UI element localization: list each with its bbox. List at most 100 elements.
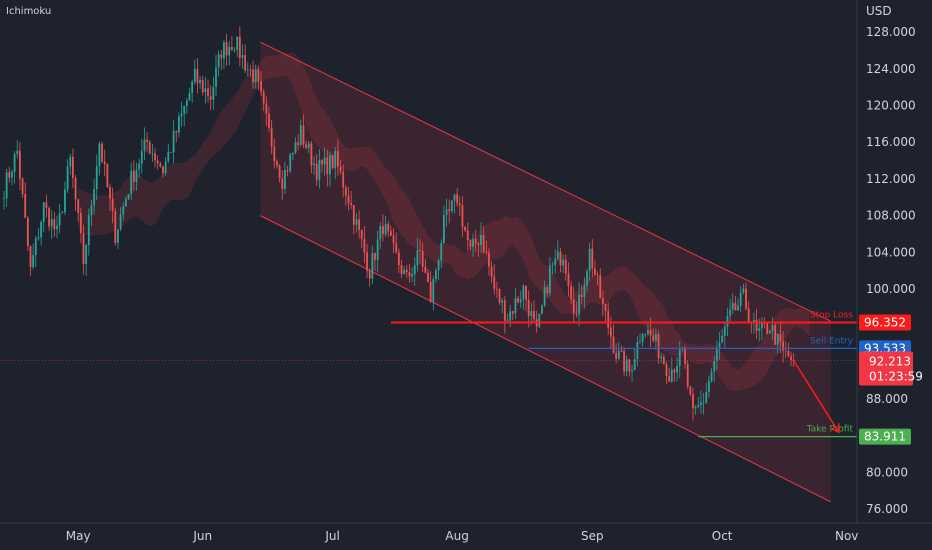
candle-body bbox=[254, 69, 257, 83]
indicator-legend[interactable]: Ichimoku bbox=[6, 6, 52, 17]
candle-body bbox=[390, 231, 392, 236]
candle-body bbox=[315, 163, 318, 180]
candle-body bbox=[21, 178, 24, 195]
candle-body bbox=[16, 150, 19, 155]
forecast-arrow-line[interactable] bbox=[793, 360, 840, 433]
candle-body bbox=[167, 152, 170, 162]
candle-body bbox=[734, 303, 737, 311]
candle-body bbox=[143, 139, 146, 152]
level-annotation: Sell Entry bbox=[810, 336, 854, 346]
candle-body bbox=[175, 130, 178, 133]
candle-body bbox=[228, 46, 231, 56]
candle-body bbox=[413, 265, 416, 275]
candle-body bbox=[395, 243, 398, 253]
time-tick-label: Aug bbox=[445, 529, 468, 543]
candle-body bbox=[233, 49, 236, 51]
candle-body bbox=[607, 311, 610, 328]
candle-body bbox=[236, 36, 239, 50]
candle-body bbox=[40, 221, 42, 238]
candle-body bbox=[289, 154, 292, 172]
candle-body bbox=[612, 336, 615, 353]
candle-body bbox=[488, 252, 490, 267]
level-annotation: Stop Loss bbox=[810, 310, 853, 320]
candle-body bbox=[392, 235, 395, 244]
level-price-tag-bg bbox=[859, 314, 911, 331]
candle-body bbox=[125, 198, 127, 207]
candle-body bbox=[241, 55, 244, 58]
candle-body bbox=[655, 334, 657, 341]
candle-body bbox=[567, 273, 570, 286]
price-tick-label: 116.000 bbox=[866, 135, 916, 149]
candle-body bbox=[246, 69, 249, 71]
candle-body bbox=[164, 161, 167, 174]
candle-body bbox=[551, 264, 554, 266]
candle-body bbox=[792, 359, 795, 361]
price-tick-label: 120.000 bbox=[866, 99, 916, 113]
candle-body bbox=[355, 219, 358, 225]
candle-body bbox=[623, 351, 625, 372]
candle-body bbox=[556, 251, 559, 259]
candle-body bbox=[135, 169, 138, 182]
candle-body bbox=[636, 342, 639, 360]
candle-body bbox=[723, 326, 726, 336]
candle-body bbox=[132, 170, 135, 182]
candle-body bbox=[700, 402, 702, 406]
level-price-tag[interactable]: 96.352 bbox=[859, 314, 911, 331]
candle-body bbox=[220, 54, 223, 59]
descending-channel[interactable] bbox=[260, 41, 832, 503]
candle-body bbox=[784, 350, 787, 352]
candle-body bbox=[199, 79, 201, 84]
candle-body bbox=[543, 287, 546, 306]
candle-body bbox=[238, 36, 241, 58]
candle-body bbox=[705, 391, 708, 403]
candle-body bbox=[24, 194, 27, 218]
candle-body bbox=[615, 352, 618, 359]
candle-body bbox=[710, 371, 713, 381]
channel-upper-line[interactable] bbox=[260, 41, 832, 322]
candle-body bbox=[286, 170, 289, 172]
candle-body bbox=[72, 156, 74, 178]
candle-body bbox=[588, 248, 591, 272]
level-price-tag[interactable]: 83.911 bbox=[859, 428, 911, 445]
candle-body bbox=[162, 166, 164, 174]
candle-body bbox=[652, 335, 655, 341]
price-tick-label: 100.000 bbox=[866, 282, 916, 296]
candle-body bbox=[708, 380, 710, 392]
candle-body bbox=[34, 238, 37, 256]
candle-body bbox=[647, 330, 649, 334]
current-price-value: 92.213 bbox=[869, 354, 911, 368]
candle-body bbox=[29, 245, 32, 267]
candle-body bbox=[660, 356, 663, 359]
candle-body bbox=[154, 153, 156, 161]
candle-body bbox=[262, 92, 265, 104]
candle-body bbox=[265, 103, 268, 114]
candle-body bbox=[196, 69, 199, 84]
candle-body bbox=[538, 313, 541, 327]
candle-body bbox=[119, 214, 122, 230]
candle-body bbox=[678, 348, 681, 366]
candle-body bbox=[519, 298, 522, 303]
candle-body bbox=[464, 226, 466, 231]
candle-body bbox=[694, 406, 697, 409]
candle-body bbox=[448, 209, 451, 212]
channel-lower-line[interactable] bbox=[260, 215, 832, 503]
candle-body bbox=[580, 294, 583, 298]
candle-body bbox=[649, 330, 652, 336]
candle-body bbox=[140, 151, 143, 164]
candle-body bbox=[281, 178, 284, 189]
candle-body bbox=[217, 54, 220, 68]
candle-body bbox=[461, 205, 464, 227]
candle-body bbox=[318, 160, 321, 180]
candle-body bbox=[713, 361, 716, 372]
candle-body bbox=[260, 81, 262, 93]
candle-body bbox=[188, 93, 191, 101]
candle-body bbox=[657, 334, 660, 359]
candle-body bbox=[684, 347, 686, 364]
candle-body bbox=[747, 308, 750, 322]
candle-body bbox=[562, 259, 565, 266]
candle-body bbox=[127, 194, 130, 199]
